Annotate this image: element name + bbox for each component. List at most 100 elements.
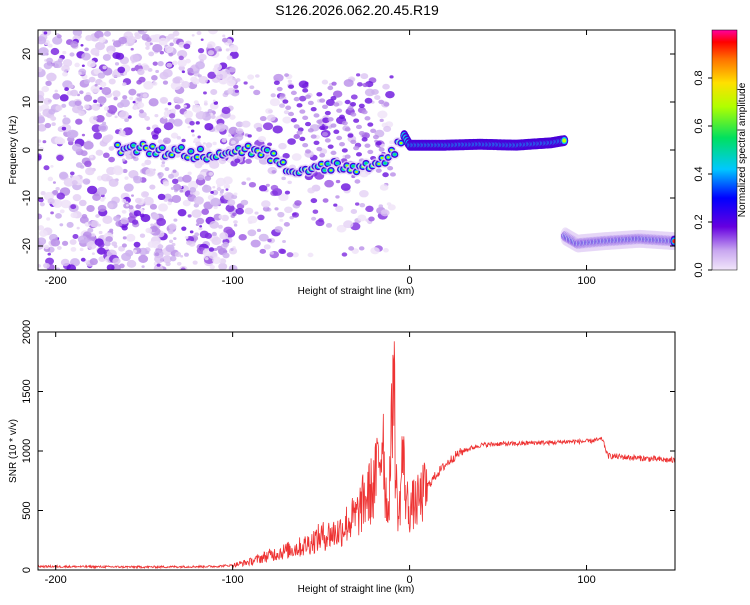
heatmap-blob (158, 175, 163, 179)
heatmap-blob (177, 208, 187, 217)
heatmap-blob (227, 89, 234, 95)
heatmap-blob (198, 53, 207, 61)
heatmap-blob (79, 178, 84, 183)
heatmap-streak (319, 98, 326, 103)
heatmap-blob (192, 104, 202, 113)
heatmap-blob (132, 100, 136, 104)
heatmap-blob (160, 163, 165, 168)
heatmap-blob (133, 175, 143, 184)
heatmap-blob (168, 113, 176, 119)
heatmap-blob (149, 203, 157, 210)
heatmap-blob (284, 190, 291, 195)
x-tick-label: -200 (45, 275, 67, 287)
heatmap-blob (249, 85, 255, 90)
heatmap-blob (324, 179, 334, 188)
heatmap-blob (38, 213, 43, 220)
track-core (144, 146, 148, 150)
track-core (320, 162, 323, 166)
heatmap-streak (344, 154, 351, 159)
heatmap-blob (195, 61, 205, 70)
heatmap-blob (87, 185, 98, 195)
heatmap-blob (120, 98, 130, 108)
snr-y-label: SNR (10 * v/v) (8, 419, 19, 483)
heatmap-blob (183, 104, 187, 108)
heatmap-streak (293, 96, 300, 102)
heatmap-streak (305, 121, 312, 127)
heatmap-blob (216, 187, 222, 192)
heatmap-blob (38, 143, 41, 147)
heatmap-blob (71, 180, 78, 186)
heatmap-blob (152, 61, 158, 66)
heatmap-blob (348, 246, 355, 251)
heatmap-blob (204, 232, 213, 239)
heatmap-blob (222, 241, 229, 248)
heatmap-blob (53, 60, 63, 69)
heatmap-streak (358, 131, 365, 136)
heatmap-blob (144, 159, 152, 166)
heatmap-blob (383, 248, 389, 253)
heatmap-blob (131, 194, 134, 197)
heatmap-blob (104, 241, 111, 247)
track-core (329, 169, 333, 172)
heatmap-blob (274, 207, 279, 211)
heatmap-blob (189, 187, 197, 193)
heatmap-blob (293, 134, 301, 140)
heatmap-blob (169, 239, 174, 244)
heatmap-blob (190, 129, 195, 133)
heatmap-streak (350, 139, 357, 145)
heatmap-blob (209, 264, 215, 270)
heatmap-blob (70, 171, 75, 176)
heatmap-blob (191, 209, 202, 218)
heatmap-blob (378, 204, 383, 208)
heatmap-blob (108, 178, 119, 187)
heatmap-blob (269, 98, 281, 107)
heatmap-blob (145, 250, 150, 254)
heatmap-blob (243, 81, 248, 85)
heatmap-blob (66, 221, 74, 228)
heatmap-blob (137, 68, 145, 76)
heatmap-blob (343, 79, 354, 87)
heatmap-blob (50, 211, 54, 215)
x-tick-label: 100 (577, 574, 595, 586)
heatmap-streak (341, 120, 348, 126)
heatmap-blob (227, 199, 236, 206)
heatmap-blob (233, 84, 239, 89)
heatmap-blob (258, 233, 269, 242)
heatmap-blob (287, 180, 293, 185)
heatmap-blob (208, 171, 214, 176)
heatmap-blob (158, 37, 168, 46)
heatmap-blob (84, 104, 90, 110)
heatmap-blob (138, 76, 146, 83)
heatmap-blob (219, 232, 229, 240)
heatmap-streak (344, 99, 351, 105)
heatmap-blob (201, 208, 210, 215)
heatmap-blob (90, 84, 101, 94)
heatmap-blob (207, 71, 217, 79)
heatmap-blob (111, 71, 120, 78)
heatmap-blob (154, 254, 165, 264)
heatmap-blob (246, 177, 251, 181)
heatmap-streak (387, 166, 394, 171)
heatmap-blob (149, 184, 156, 190)
heatmap-blob (72, 30, 83, 37)
track-core (199, 147, 202, 151)
heatmap-blob (72, 234, 79, 240)
heatmap-blob (368, 216, 375, 222)
heatmap-blob (74, 100, 82, 106)
heatmap-streak (353, 118, 360, 123)
heatmap-blob (257, 214, 265, 221)
heatmap-blob (54, 89, 58, 93)
heatmap-streak (288, 84, 295, 89)
heatmap-blob (225, 48, 230, 52)
heatmap-blob (269, 251, 274, 255)
heatmap-streak (307, 128, 314, 133)
heatmap-blob (121, 210, 126, 214)
heatmap-streak (310, 134, 317, 139)
heatmap-streak (364, 116, 371, 121)
heatmap-blob (93, 132, 103, 140)
heatmap-blob (228, 126, 239, 135)
heatmap-blob (82, 178, 91, 185)
track-core (170, 153, 174, 157)
heatmap-streak (375, 141, 382, 146)
heatmap-streak (341, 148, 348, 153)
